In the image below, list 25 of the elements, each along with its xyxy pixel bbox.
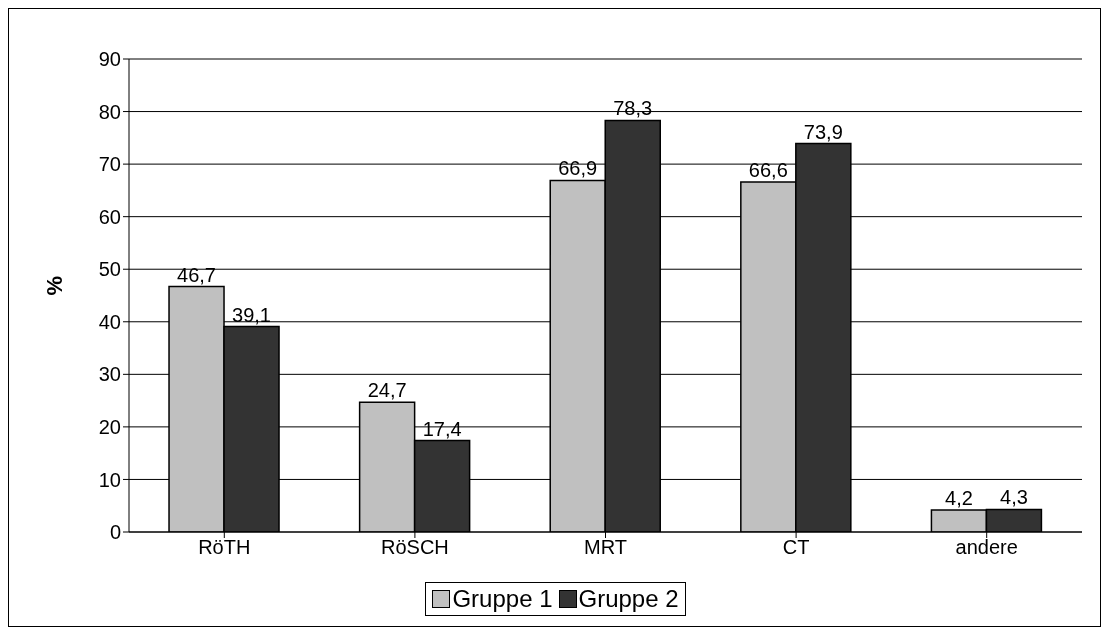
y-tick-label: 40 [98, 310, 121, 333]
data-label: 66,6 [748, 158, 788, 181]
y-axis-title: % [41, 275, 67, 296]
data-label: 39,1 [232, 303, 271, 326]
data-label: 24,7 [367, 379, 407, 402]
y-tick-label: 20 [98, 415, 121, 438]
data-label: 4,2 [945, 486, 973, 509]
x-tick-label: RöSCH [381, 536, 449, 559]
x-tick-label: CT [782, 536, 810, 559]
data-label: 4,3 [1000, 486, 1028, 509]
y-tick-label: 80 [98, 100, 121, 123]
y-tick-label: 0 [109, 521, 121, 544]
y-tick-label: 50 [98, 258, 121, 281]
y-tick-label: 10 [98, 468, 121, 491]
y-tick-label: 70 [98, 153, 121, 176]
legend-label: Gruppe 1 [451, 585, 553, 613]
data-label: 73,9 [803, 120, 843, 143]
x-tick-label: MRT [584, 536, 627, 559]
y-tick-label: 90 [98, 48, 121, 71]
y-tick-label: 60 [98, 205, 121, 228]
legend-label: Gruppe 2 [577, 585, 679, 613]
x-tick-label: andere [955, 536, 1018, 559]
x-tick-label: RöTH [198, 536, 251, 559]
data-label: 46,7 [177, 263, 216, 286]
y-tick-label: 30 [98, 363, 121, 386]
